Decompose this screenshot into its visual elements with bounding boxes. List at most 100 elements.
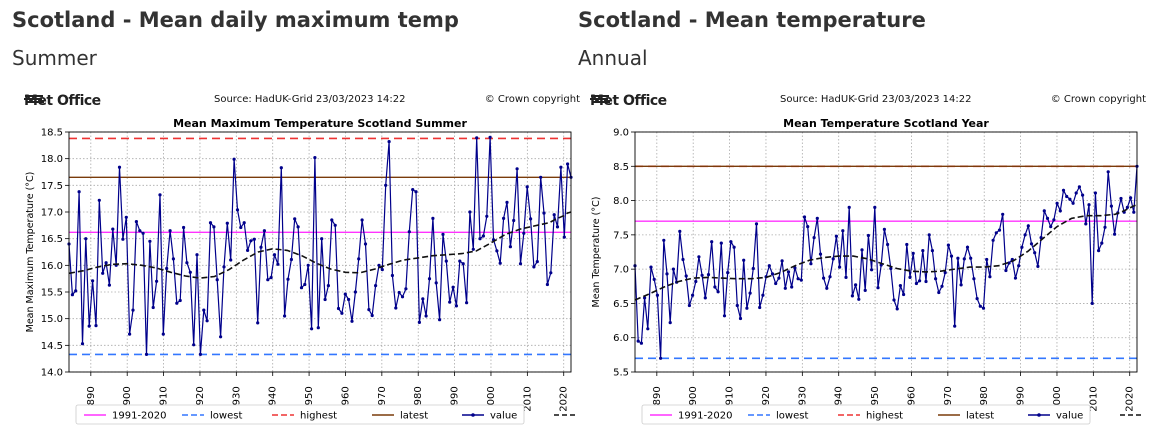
value-point xyxy=(946,243,950,247)
value-point xyxy=(694,279,698,284)
value-point xyxy=(151,305,155,310)
value-point xyxy=(706,273,711,277)
legend-box xyxy=(75,404,525,425)
value-point xyxy=(417,320,421,324)
value-point xyxy=(498,261,502,265)
legend-label: highest xyxy=(866,411,903,422)
x-tick-label: 2010 xyxy=(1088,386,1099,411)
value-point xyxy=(259,245,263,249)
y-axis-label: Mean Maximum Temperature (°C) xyxy=(25,172,36,333)
value-point xyxy=(377,263,381,267)
chart-figure: Met Office Source: HadUK-Grid 23/03/2023… xyxy=(586,88,1146,438)
value-point xyxy=(719,241,723,245)
value-series-line xyxy=(634,166,1138,359)
y-tick-label: 14.5 xyxy=(41,341,63,352)
value-point xyxy=(310,327,314,331)
value-point xyxy=(940,284,944,288)
value-point xyxy=(141,231,145,235)
value-point xyxy=(138,229,142,233)
value-point xyxy=(246,248,250,252)
value-point xyxy=(407,230,411,234)
value-point xyxy=(937,290,941,295)
value-point xyxy=(844,275,848,279)
value-point xyxy=(542,211,546,215)
value-point xyxy=(806,225,810,229)
value-point xyxy=(262,229,266,233)
value-point xyxy=(1090,301,1094,305)
value-point xyxy=(158,193,162,197)
value-point xyxy=(532,265,536,269)
value-point xyxy=(104,261,108,265)
value-point xyxy=(124,215,128,219)
value-point xyxy=(394,306,398,310)
value-point xyxy=(841,229,845,233)
value-point xyxy=(659,356,663,360)
value-point xyxy=(838,265,842,269)
value-point xyxy=(121,237,125,241)
x-tick-label: 2020 xyxy=(559,386,570,411)
value-point xyxy=(873,205,877,209)
value-point xyxy=(363,242,368,246)
value-point xyxy=(671,267,675,271)
legend-label: latest xyxy=(966,411,994,422)
x-tick-label: 1970 xyxy=(943,386,954,411)
value-point xyxy=(668,321,672,325)
value-point xyxy=(684,274,688,278)
value-point xyxy=(866,233,870,238)
value-point xyxy=(770,272,775,276)
value-point xyxy=(178,298,182,303)
value-point xyxy=(185,261,189,265)
x-tick-label: 1930 xyxy=(797,386,808,411)
x-tick-label: 1960 xyxy=(340,386,351,411)
value-point xyxy=(562,235,566,239)
value-point xyxy=(796,277,800,281)
value-point xyxy=(481,234,485,238)
value-point xyxy=(276,262,280,266)
x-tick-label: 1990 xyxy=(1016,386,1027,411)
x-tick-label: 1890 xyxy=(86,386,97,411)
x-tick-label: 1900 xyxy=(688,386,699,411)
value-point xyxy=(111,227,115,231)
value-point xyxy=(539,175,543,179)
x-tick-label: 1900 xyxy=(122,386,133,411)
value-point xyxy=(1119,196,1123,201)
value-point xyxy=(1065,194,1069,199)
value-point xyxy=(969,256,973,260)
panel-subheading: Annual xyxy=(578,46,648,70)
value-point xyxy=(272,253,277,257)
value-point xyxy=(316,326,320,330)
value-point xyxy=(981,306,986,310)
value-point xyxy=(876,286,880,290)
value-point xyxy=(424,314,428,318)
value-point xyxy=(522,231,526,235)
value-point xyxy=(323,297,327,302)
value-point xyxy=(754,222,759,226)
y-tick-label: 18.0 xyxy=(41,154,63,165)
value-point xyxy=(529,217,533,221)
y-tick-label: 15.0 xyxy=(41,314,63,325)
value-point xyxy=(340,311,344,315)
value-point xyxy=(182,225,186,230)
value-point xyxy=(1017,264,1021,268)
value-point xyxy=(451,285,455,289)
value-point xyxy=(1106,170,1110,174)
value-point xyxy=(555,225,560,229)
y-tick-label: 16.5 xyxy=(41,234,63,245)
value-point xyxy=(815,216,819,220)
value-point xyxy=(748,291,752,295)
value-point xyxy=(834,234,838,238)
value-point xyxy=(478,237,482,241)
value-point xyxy=(742,258,746,262)
value-point xyxy=(681,257,685,262)
value-point xyxy=(918,279,922,283)
value-point xyxy=(767,264,771,268)
value-point xyxy=(1103,225,1107,229)
value-point xyxy=(215,278,219,282)
value-point xyxy=(882,227,886,231)
value-point xyxy=(1007,261,1011,265)
value-point xyxy=(959,283,963,287)
value-point xyxy=(256,321,260,325)
value-point xyxy=(678,229,682,233)
value-point xyxy=(458,259,462,263)
value-point xyxy=(198,352,202,356)
